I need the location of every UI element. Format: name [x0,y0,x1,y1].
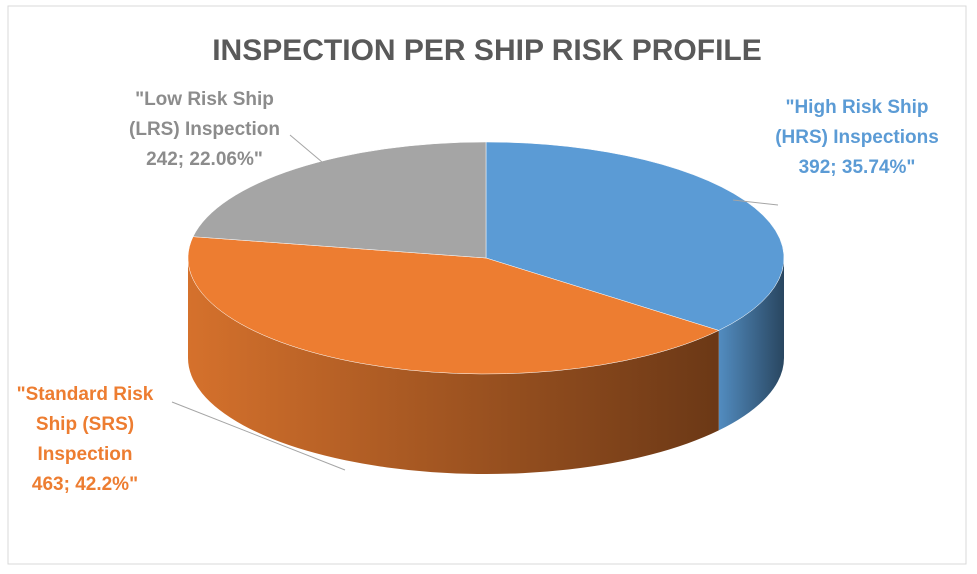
data-label: "Standard Risk Ship (SRS) Inspection 463;… [5,380,165,500]
leader-line [171,401,346,471]
label-value: 392; 35.74%" [798,157,916,178]
chart-title: INSPECTION PER SHIP RISK PROFILE [212,34,762,67]
label-value: 242; 22.06%" [146,149,263,170]
slice [192,141,487,259]
label-category: "High Risk Ship (HRS) Inspections [775,97,939,148]
slice [485,141,785,331]
label-value: 463; 42.2%" [31,474,139,495]
data-label: "Low Risk Ship (LRS) Inspection 242; 22.0… [112,85,297,175]
leader-line [289,134,323,163]
label-category: "Standard Risk Ship (SRS) Inspection [16,384,154,465]
slice [187,236,720,375]
leader-line [732,199,779,206]
slice-side [188,258,719,474]
pie [187,141,785,474]
data-label: "High Risk Ship (HRS) Inspections 392; 35… [772,93,942,183]
slice-side [718,258,784,431]
label-category: "Low Risk Ship (LRS) Inspection [129,89,280,140]
